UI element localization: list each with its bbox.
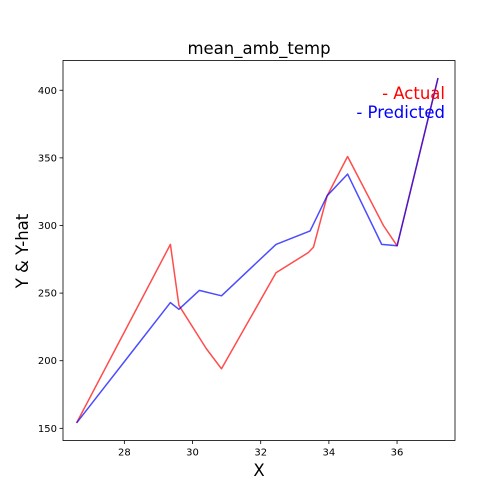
y-tick-label: 150 bbox=[38, 424, 57, 435]
y-axis-label: Y & Y-hat bbox=[13, 213, 32, 289]
series-line-predicted bbox=[76, 77, 439, 424]
x-tick-label: 34 bbox=[323, 448, 336, 459]
x-tick-label: 30 bbox=[186, 448, 199, 459]
y-tick-label: 350 bbox=[38, 153, 57, 164]
x-tick-label: 28 bbox=[118, 448, 131, 459]
series-line-actual bbox=[75, 77, 439, 424]
y-axis: 150 200 250 300 350 400 bbox=[38, 86, 63, 435]
x-axis-label: X bbox=[253, 461, 264, 480]
y-tick-label: 400 bbox=[38, 86, 57, 97]
legend-item-actual: - Actual bbox=[382, 84, 445, 103]
x-tick-label: 36 bbox=[391, 448, 404, 459]
chart-title: mean_amb_temp bbox=[187, 39, 330, 59]
x-axis: 28 30 32 34 36 bbox=[118, 440, 404, 459]
legend-item-predicted: - Predicted bbox=[356, 103, 445, 122]
x-tick-label: 32 bbox=[254, 448, 267, 459]
plot-frame bbox=[62, 60, 456, 441]
y-tick-label: 200 bbox=[38, 356, 57, 367]
legend: - Actual- Predicted bbox=[356, 84, 445, 122]
series-layer bbox=[75, 77, 439, 424]
y-tick-label: 250 bbox=[38, 289, 57, 300]
y-tick-label: 300 bbox=[38, 221, 57, 232]
